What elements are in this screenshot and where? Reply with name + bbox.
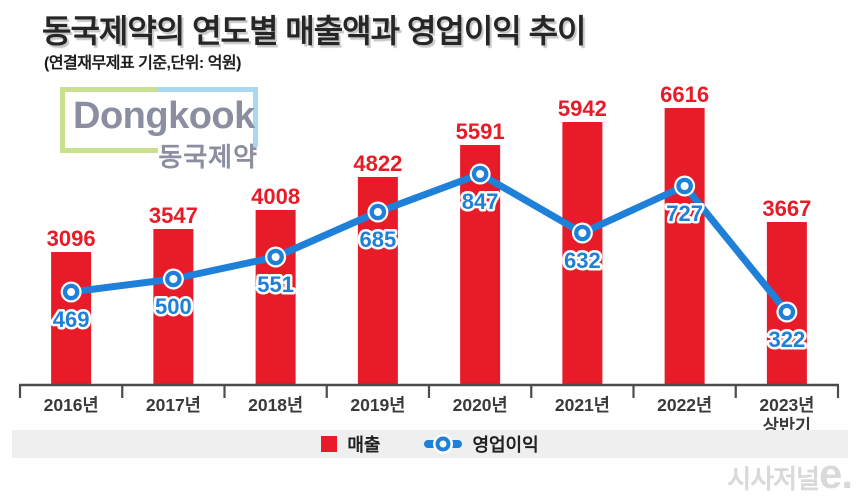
- revenue-bar: [153, 229, 194, 385]
- x-axis-label: 2016년: [44, 395, 99, 415]
- chart-subtitle: (연결재무제표 기준,단위: 억원): [44, 55, 241, 72]
- x-axis-label: 2021년: [555, 395, 610, 415]
- profit-marker-center: [169, 275, 178, 283]
- profit-value-label: 551: [257, 272, 294, 297]
- revenue-value-label: 3667: [762, 196, 811, 221]
- legend-item-revenue: 매출: [321, 431, 380, 457]
- x-axis-label: 2023년 상반기: [759, 395, 814, 430]
- profit-line-marker-icon: [424, 435, 463, 453]
- profit-value-label: 632: [564, 248, 601, 273]
- x-axis-label: 2017년: [146, 395, 201, 415]
- revenue-value-label: 3096: [47, 226, 96, 251]
- chart-title: 동국제약의 연도별 매출액과 영업이익 추이: [42, 13, 586, 49]
- legend: 매출 영업이익: [12, 430, 848, 458]
- x-axis-label: 2019년: [350, 395, 405, 415]
- x-axis-label: 2020년: [453, 395, 508, 415]
- watermark-sisajournal: 시사저널 e.: [727, 450, 853, 497]
- revenue-bar: [664, 108, 705, 385]
- revenue-value-label: 6616: [660, 82, 709, 107]
- legend-profit-label: 영업이익: [472, 435, 539, 455]
- revenue-value-label: 3547: [149, 203, 198, 228]
- profit-value-label: 469: [53, 307, 90, 332]
- profit-value-label: 727: [666, 201, 703, 226]
- profit-marker-center: [476, 170, 485, 178]
- watermark-text: 시사저널: [727, 464, 820, 494]
- logo-frame-blue-bracket: [158, 87, 258, 147]
- logo-text-ko: 동국제약: [158, 142, 258, 172]
- x-axis-label: 2018년: [248, 395, 303, 415]
- legend-item-operating-profit: 영업이익: [424, 431, 539, 457]
- watermark-e-logo: e.: [818, 450, 853, 497]
- dongkook-logo: Dongkook 동국제약: [60, 87, 260, 172]
- legend-revenue-label: 매출: [347, 435, 381, 455]
- revenue-swatch-icon: [321, 436, 338, 452]
- profit-value-label: 685: [360, 227, 397, 252]
- revenue-bar: [255, 210, 296, 385]
- revenue-bar: [51, 252, 92, 385]
- profit-marker-center: [67, 288, 76, 296]
- profit-marker-center: [373, 208, 382, 216]
- revenue-value-label: 5591: [456, 119, 505, 144]
- profit-marker-center: [782, 308, 791, 316]
- logo-text-en: Dongkook: [73, 95, 255, 137]
- profit-marker-center: [680, 182, 689, 190]
- revenue-bar: [562, 122, 603, 385]
- line-icon-dot: [435, 436, 451, 452]
- revenue-value-label: 4822: [353, 151, 402, 176]
- logo-frame-green-bracket: [60, 87, 158, 153]
- profit-line: [67, 170, 791, 316]
- x-axis-label: 2022년: [657, 395, 712, 415]
- profit-value-label: 322: [769, 327, 806, 352]
- revenue-value-label: 4008: [251, 184, 300, 209]
- profit-marker-center: [271, 253, 280, 261]
- bar-line-chart: 2016년 2017년 2018년 2019년 2020년 2021년 2022년 2023년…: [18, 82, 840, 430]
- revenue-value-label: 5942: [558, 96, 607, 121]
- profit-marker-center: [578, 229, 587, 237]
- profit-value-label: 500: [155, 294, 192, 319]
- profit-value-label: 847: [462, 189, 499, 214]
